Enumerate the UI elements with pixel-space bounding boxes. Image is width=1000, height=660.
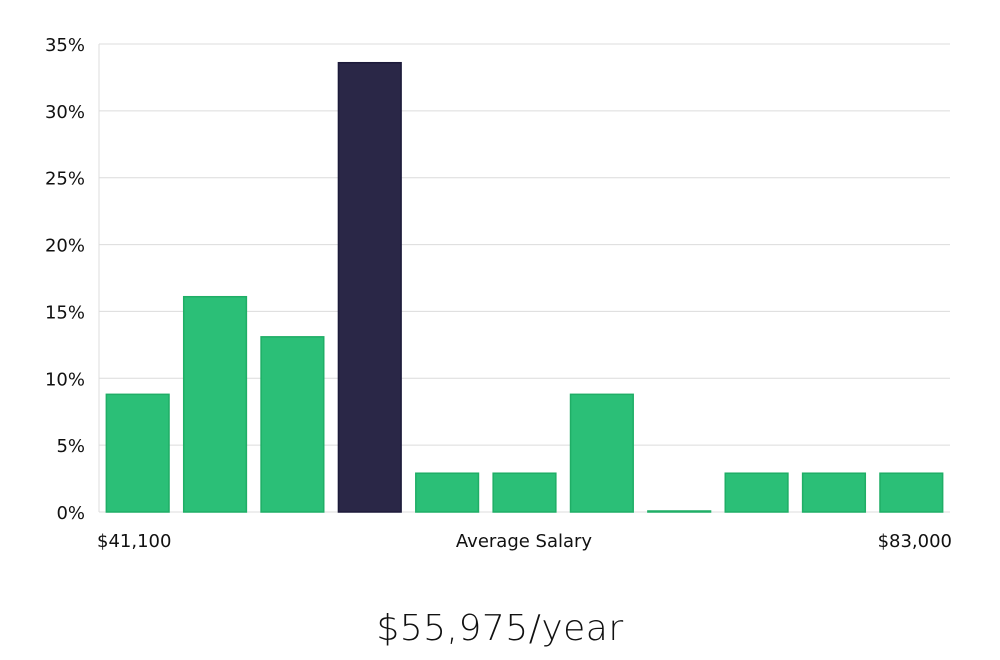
bar	[724, 472, 789, 513]
bar	[569, 393, 634, 513]
bar	[260, 336, 325, 513]
y-tick-label: 35%	[45, 35, 85, 56]
bar	[492, 472, 557, 513]
y-axis-ticks: 0% 5% 10% 15% 20% 25% 30% 35%	[45, 35, 85, 524]
bar-highlighted	[337, 61, 402, 513]
y-tick-label: 15%	[45, 302, 85, 323]
y-tick-label: 20%	[45, 236, 85, 257]
y-tick-label: 30%	[45, 102, 85, 123]
y-tick-label: 10%	[45, 369, 85, 390]
bar	[182, 295, 248, 513]
x-axis-start-label: $41,100	[97, 531, 171, 552]
bar	[105, 393, 170, 513]
salary-histogram-chart: 0% 5% 10% 15% 20% 25% 30% 35% $41,100 Average S…	[45, 35, 952, 552]
bar	[801, 472, 867, 513]
bars-layer	[105, 61, 944, 513]
y-tick-label: 25%	[45, 169, 85, 190]
x-axis-title: Average Salary	[456, 531, 593, 552]
bar	[879, 472, 944, 513]
bar	[647, 510, 712, 513]
x-axis-end-label: $83,000	[878, 531, 952, 552]
y-tick-label: 0%	[56, 503, 85, 524]
average-salary-value: $55,975/year	[376, 608, 624, 649]
bar	[415, 472, 480, 513]
y-tick-label: 5%	[56, 436, 85, 457]
